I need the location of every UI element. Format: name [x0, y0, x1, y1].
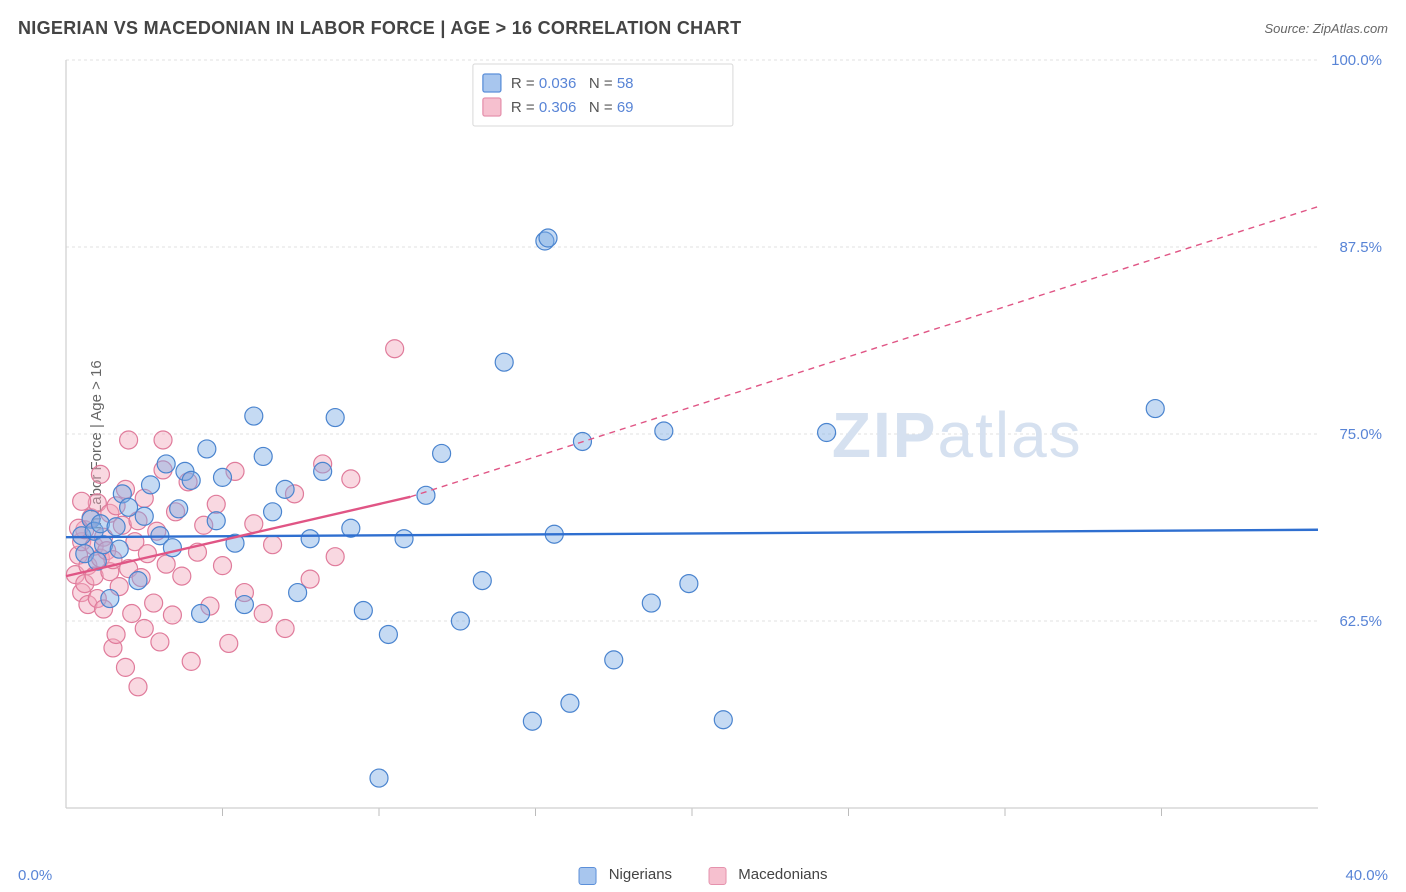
scatter-chart-svg: 62.5% 75.0% 87.5% 100.0% R = 0.036 N = 58 R =…: [64, 52, 1388, 838]
svg-text:75.0%: 75.0%: [1339, 426, 1382, 443]
legend-entry-macedonians: Macedonians: [708, 866, 827, 884]
header-row: NIGERIAN VS MACEDONIAN IN LABOR FORCE | …: [18, 18, 1388, 39]
chart-title: NIGERIAN VS MACEDONIAN IN LABOR FORCE | …: [18, 18, 741, 39]
plot-area: 62.5% 75.0% 87.5% 100.0% R = 0.036 N = 58 R =…: [64, 52, 1388, 838]
x-axis-footer: 0.0% Nigerians Macedonians 40.0%: [18, 867, 1388, 884]
legend-entry-nigerians: Nigerians: [579, 866, 673, 884]
legend-label-macedonians: Macedonians: [738, 866, 827, 883]
chart-area: In Labor Force | Age > 16 62.5%75.0%87.5…: [18, 52, 1388, 838]
page-root: NIGERIAN VS MACEDONIAN IN LABOR FORCE | …: [0, 0, 1406, 892]
legend-swatch-nigerians: [579, 867, 597, 885]
legend-label-nigerians: Nigerians: [609, 866, 672, 883]
svg-text:R = 0.036 N = 58: R = 0.036 N = 58: [511, 75, 634, 92]
bottom-legend: Nigerians Macedonians: [579, 866, 828, 884]
legend-swatch-macedonians: [708, 867, 726, 885]
svg-text:R = 0.306 N = 69: R = 0.306 N = 69: [511, 99, 634, 116]
svg-text:87.5%: 87.5%: [1339, 239, 1382, 256]
source-label: Source: ZipAtlas.com: [1264, 21, 1388, 36]
x-min-label: 0.0%: [18, 867, 52, 884]
svg-text:100.0%: 100.0%: [1331, 52, 1382, 69]
x-max-label: 40.0%: [1345, 867, 1388, 884]
svg-text:62.5%: 62.5%: [1339, 613, 1382, 630]
